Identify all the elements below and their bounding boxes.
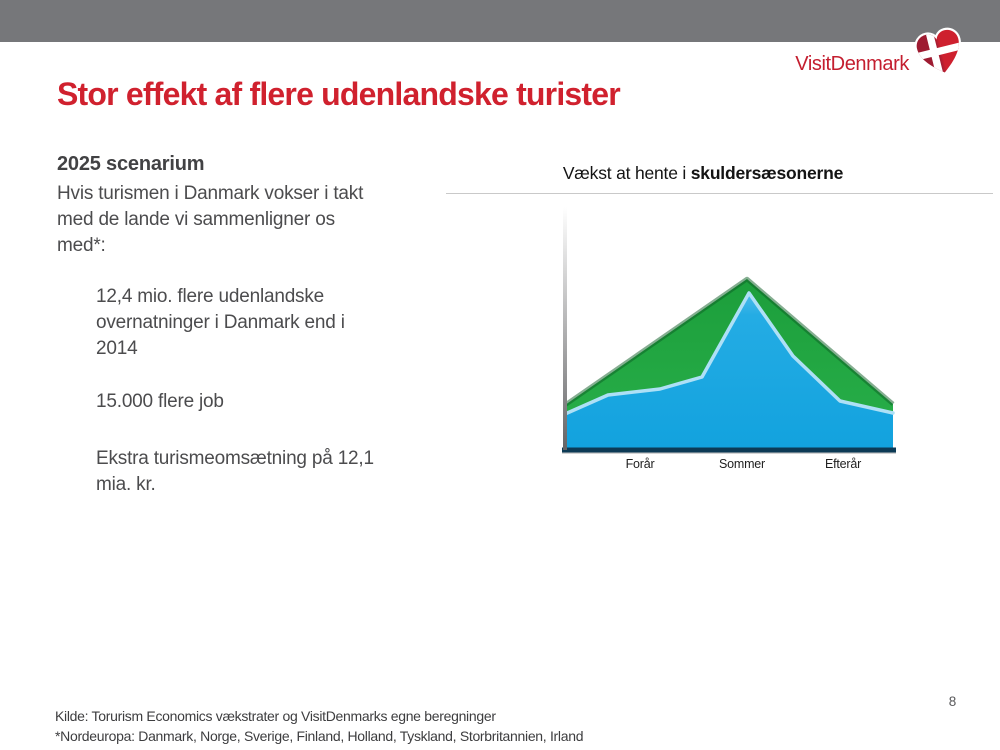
scenario-item-job: 15.000 flere job [96,391,224,412]
footnote-nordeuropa: *Nordeuropa: Danmark, Norge, Sverige, Fi… [55,728,584,744]
scenario-heading: 2025 scenarium [57,153,205,175]
blue-area [565,293,893,450]
x-axis-label: Sommer [719,457,765,471]
scenario-item-overnatninger: 12,4 mio. flere udenlandske overnatninge… [96,286,345,359]
chart-title: Vækst at hente i skuldersæsonerne [416,163,990,184]
chart-title-divider [446,193,993,194]
chart-title-bold: skuldersæsonerne [690,163,844,183]
season-chart: Forår Sommer Efterår [562,207,896,471]
danish-flag-heart-icon [914,26,966,87]
chart-title-regular: Vækst at hente i [562,163,691,183]
y-axis-line [563,207,567,450]
page-number: 8 [948,694,957,709]
top-gray-bar [0,0,1000,42]
x-axis-label: Forår [626,457,655,471]
page-title: Stor effekt af flere udenlandske turiste… [57,76,621,112]
green-area [565,279,893,414]
scenario-intro: Hvis turismen i Danmark vokser i takt me… [57,183,364,256]
x-axis-label: Efterår [825,457,861,471]
scenario-item-omsaetning: Ekstra turismeomsætning på 12,1 mia. kr. [96,448,374,495]
source-note: Kilde: Torurism Economics vækstrater og … [55,708,496,724]
visitdenmark-logo: VisitDenmark [795,26,966,87]
x-axis-line [562,447,896,453]
visitdenmark-logo-text: VisitDenmark [795,53,909,75]
